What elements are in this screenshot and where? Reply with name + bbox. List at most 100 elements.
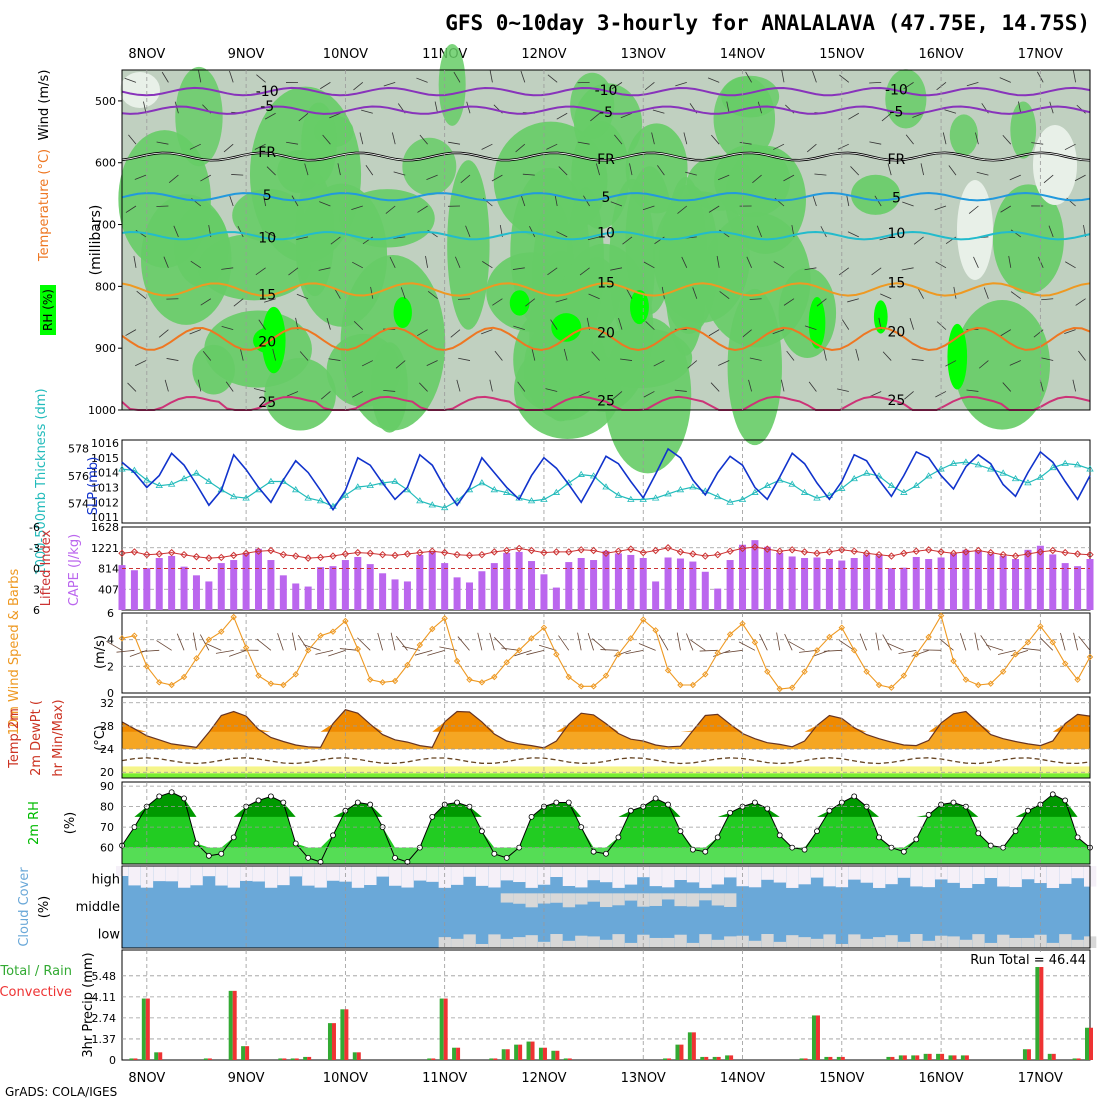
- thickness-point: [366, 481, 374, 489]
- cloud-high-gap: [302, 866, 315, 886]
- upper-wind-barb: [936, 321, 947, 330]
- cloud-middle-gap: [525, 893, 538, 908]
- slp-tick-label: 1015: [91, 452, 119, 465]
- rh-tick-label: 90: [100, 780, 114, 793]
- cloud-low-gap: [1071, 939, 1084, 948]
- thickness-point: [242, 494, 250, 501]
- upper-wind-barb: [253, 388, 266, 392]
- wind-speed-point: [131, 632, 138, 639]
- thickness-point: [378, 479, 387, 486]
- upper-wind-barb: [683, 132, 688, 145]
- cloud-middle-gap: [513, 893, 526, 904]
- cape-bar: [503, 552, 511, 610]
- minmax-axis-label: hr Min/Max): [51, 699, 66, 776]
- precip-rain-bar: [691, 1032, 696, 1060]
- wind-speed-point: [689, 681, 697, 689]
- lifted-index-point: [838, 546, 846, 554]
- precip-rain-bar: [704, 1056, 709, 1060]
- rh2m-point: [603, 850, 609, 857]
- surface-wind-barb: [592, 638, 607, 651]
- upper-wind-barb: [266, 166, 276, 176]
- cloud-low-gap: [873, 937, 886, 948]
- surface-wind-barb: [141, 649, 160, 652]
- upper-wind-barb: [783, 298, 795, 306]
- thickness-point: [900, 488, 908, 495]
- surface-wind-barb: [974, 632, 979, 651]
- upper-wind-barb: [814, 173, 827, 176]
- rh2m-point: [776, 832, 783, 839]
- thickness-point: [738, 495, 747, 502]
- upper-wind-barb: [909, 318, 914, 330]
- upper-wind-barb: [579, 267, 590, 276]
- upper-wind-barb: [850, 166, 860, 176]
- thickness-tick-label: 578: [68, 442, 89, 455]
- thickness-point: [453, 497, 461, 504]
- lifted-index-point: [776, 547, 784, 555]
- upper-wind-barb: [416, 77, 428, 83]
- cape-bar: [664, 557, 672, 610]
- upper-wind-barb: [156, 205, 169, 207]
- precip-rain-bar: [915, 1055, 920, 1060]
- surface-wind-barb: [291, 632, 297, 651]
- precip-rain-bar: [1089, 1027, 1093, 1060]
- upper-wind-barb: [258, 319, 266, 330]
- precip-total-bar: [948, 1055, 953, 1060]
- upper-wind-barb: [966, 389, 979, 392]
- rh2m-point: [429, 813, 436, 820]
- thickness-point: [974, 461, 983, 468]
- upper-wind-barb: [164, 379, 169, 392]
- surface-wind-barb: [199, 634, 210, 651]
- precip-tick-label: 5.48: [92, 970, 117, 983]
- cloud-high-gap: [897, 866, 911, 878]
- cloud-middle-gap: [649, 893, 662, 906]
- thickness-point: [651, 494, 660, 501]
- lifted-index-point: [478, 550, 486, 559]
- thickness-point: [887, 481, 896, 489]
- upper-wind-barb: [719, 291, 730, 300]
- upper-wind-barb: [1009, 174, 1021, 181]
- upper-wind-barb: [393, 171, 406, 176]
- lifted-index-point: [788, 546, 796, 554]
- cloud-high-gap: [748, 866, 762, 888]
- cape-bar: [453, 577, 461, 610]
- rh-panel-frame: [121, 781, 1091, 865]
- upper-wind-barb: [944, 109, 957, 114]
- upper-wind-barb: [953, 286, 957, 299]
- upper-wind-barb: [550, 319, 558, 330]
- slp-tick-label: 1013: [91, 481, 119, 494]
- cloud-middle-gap: [674, 893, 687, 907]
- surface-wind-barb: [776, 632, 781, 651]
- upper-wind-barb: [161, 71, 169, 83]
- cape-bar: [416, 554, 424, 610]
- upper-wind-barb: [973, 256, 979, 268]
- cape-bar: [403, 581, 411, 610]
- upper-wind-barb: [642, 205, 655, 211]
- wind-speed-point: [1061, 660, 1069, 667]
- surface-wind-barb: [1022, 647, 1041, 651]
- thickness-series: [121, 461, 1091, 509]
- upper-wind-barb: [296, 293, 309, 300]
- wind-speed-point: [1086, 653, 1094, 661]
- cape-bar: [726, 560, 734, 610]
- cape-bar: [217, 563, 225, 610]
- cloud-high-gap: [575, 866, 588, 888]
- cloud-high-gap: [810, 866, 824, 878]
- upper-wind-barb: [168, 174, 179, 184]
- surface-wind-barb: [457, 636, 470, 651]
- cape-bar: [776, 552, 784, 610]
- rh-moist-area: [949, 114, 979, 156]
- wind-speed-point: [230, 613, 237, 621]
- upper-wind-barb: [318, 267, 331, 271]
- rh2m-point: [330, 832, 336, 839]
- precip-rain-bar: [145, 998, 150, 1060]
- cloud-high-gap: [190, 866, 203, 886]
- thickness-point: [180, 474, 188, 482]
- rh2m-point: [280, 799, 287, 806]
- upper-wind-barb: [517, 381, 526, 392]
- wind-axis-label: 10m Wind Speed & Barbs: [7, 569, 22, 736]
- upper-wind-barb: [365, 165, 374, 176]
- upper-wind-barb: [1010, 229, 1022, 238]
- lifted-index-point: [875, 550, 883, 559]
- lifted-index-point: [651, 546, 660, 555]
- rh2m-point: [851, 793, 858, 800]
